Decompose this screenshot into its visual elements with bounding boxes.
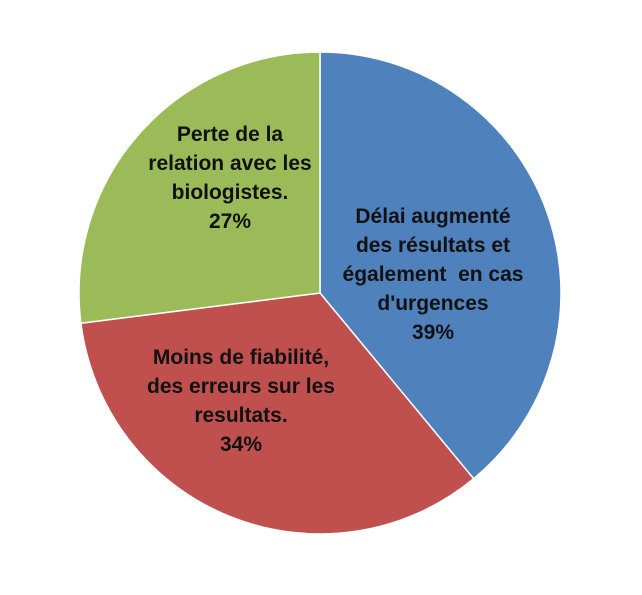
slice-label-2: Moins de fiabilité, des erreurs sur les re… xyxy=(147,346,335,456)
slice-label-line: Délai augmenté xyxy=(355,205,510,228)
slice-label-line: relation avec les xyxy=(148,152,311,175)
slice-label-line: Moins de fiabilité, xyxy=(153,346,329,369)
slice-percent-label: 27% xyxy=(209,210,251,233)
slice-percent-label: 39% xyxy=(412,321,454,344)
slice-percent-label: 34% xyxy=(220,433,262,456)
slice-label-line: resultats. xyxy=(194,404,287,427)
slice-label-3: Perte de la relation avec les biologistes.… xyxy=(148,123,311,233)
slice-label-line: des résultats et xyxy=(356,234,510,257)
slice-label-1: Délai augmenté des résultats et également … xyxy=(343,205,524,344)
pie-slice-2 xyxy=(80,292,475,535)
pie-slice-1 xyxy=(319,51,562,480)
slice-label-line: également en cas xyxy=(343,263,524,286)
slice-label-line: Perte de la xyxy=(177,123,284,146)
slice-label-line: biologistes. xyxy=(172,181,289,204)
slice-label-line: des erreurs sur les xyxy=(147,375,335,398)
slice-label-line: d'urgences xyxy=(377,292,488,315)
pie-slice-3 xyxy=(78,51,321,325)
